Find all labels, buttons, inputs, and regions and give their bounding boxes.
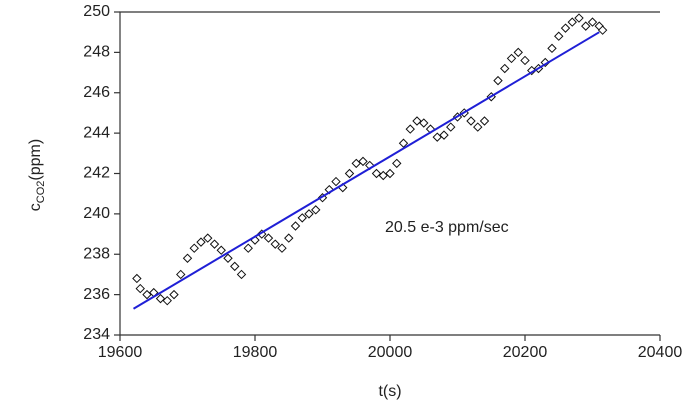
data-point [506, 53, 517, 64]
x-tick-label: 20400 [638, 344, 683, 361]
data-point [500, 63, 510, 74]
data-point [169, 289, 179, 300]
data-point [358, 156, 368, 167]
data-point [439, 130, 449, 140]
y-tick-label: 246 [83, 84, 110, 101]
data-point [466, 116, 476, 126]
data-point [243, 243, 253, 253]
data-point [446, 122, 456, 132]
data-point [290, 221, 301, 231]
data-point [203, 233, 213, 243]
data-point [597, 25, 608, 35]
data-point [216, 245, 226, 255]
data-point [142, 289, 152, 300]
data-point [574, 13, 584, 23]
data-point [587, 17, 598, 27]
y-tick-label: 234 [83, 326, 110, 343]
y-tick-label: 236 [83, 286, 110, 303]
y-label-main: c [27, 203, 44, 211]
data-point [412, 116, 422, 126]
x-tick-label: 19800 [233, 344, 278, 361]
y-tick-label: 248 [83, 44, 110, 61]
data-point [189, 243, 199, 253]
data-point [479, 116, 490, 126]
x-tick-label: 19600 [98, 344, 143, 361]
annotation: 20.5 e-3 ppm/sec [385, 219, 509, 236]
data-point [493, 75, 503, 86]
data-point [581, 21, 591, 31]
data-point [371, 168, 382, 179]
y-label-unit: (ppm) [27, 139, 44, 181]
data-point [432, 132, 442, 142]
data-point [270, 239, 280, 249]
data-point [311, 205, 321, 215]
data-point [398, 138, 409, 148]
data-point [567, 17, 577, 27]
data-point [392, 158, 402, 169]
x-tick-label: 20200 [503, 344, 548, 361]
y-tick-label: 242 [83, 165, 110, 182]
data-point [155, 293, 166, 304]
data-point [473, 122, 483, 132]
data-point [132, 273, 142, 284]
y-tick-label: 240 [83, 205, 110, 222]
data-point [263, 233, 274, 243]
data-point [182, 253, 193, 263]
data-point [304, 209, 314, 219]
x-tick-label: 20000 [368, 344, 413, 361]
data-point [547, 43, 557, 54]
y-tick-label: 238 [83, 245, 110, 262]
data-point [554, 31, 564, 41]
data-point [405, 124, 415, 134]
data-point [209, 239, 220, 249]
y-tick-label: 250 [83, 3, 110, 20]
x-axis-label: t(s) [378, 383, 401, 400]
data-point [344, 168, 355, 179]
y-label-sub: CO2 [35, 181, 47, 204]
data-point [351, 158, 361, 169]
data-point [560, 23, 571, 33]
data-point [297, 213, 307, 223]
data-point [176, 269, 186, 280]
data-point [196, 237, 206, 247]
data-point [385, 168, 395, 179]
data-point [230, 261, 240, 272]
data-point [419, 118, 429, 128]
data-point [162, 295, 172, 306]
y-tick-label: 244 [83, 124, 110, 141]
fit-line [132, 31, 600, 310]
data-point [277, 243, 287, 253]
data-point [236, 269, 247, 280]
data-point [378, 170, 388, 181]
data-point [135, 283, 145, 294]
data-point [284, 233, 294, 243]
data-point [520, 55, 530, 66]
data-point [513, 47, 523, 58]
data-point [223, 253, 233, 263]
data-point [331, 176, 341, 187]
y-axis-label: cCO2(ppm) [27, 139, 47, 211]
